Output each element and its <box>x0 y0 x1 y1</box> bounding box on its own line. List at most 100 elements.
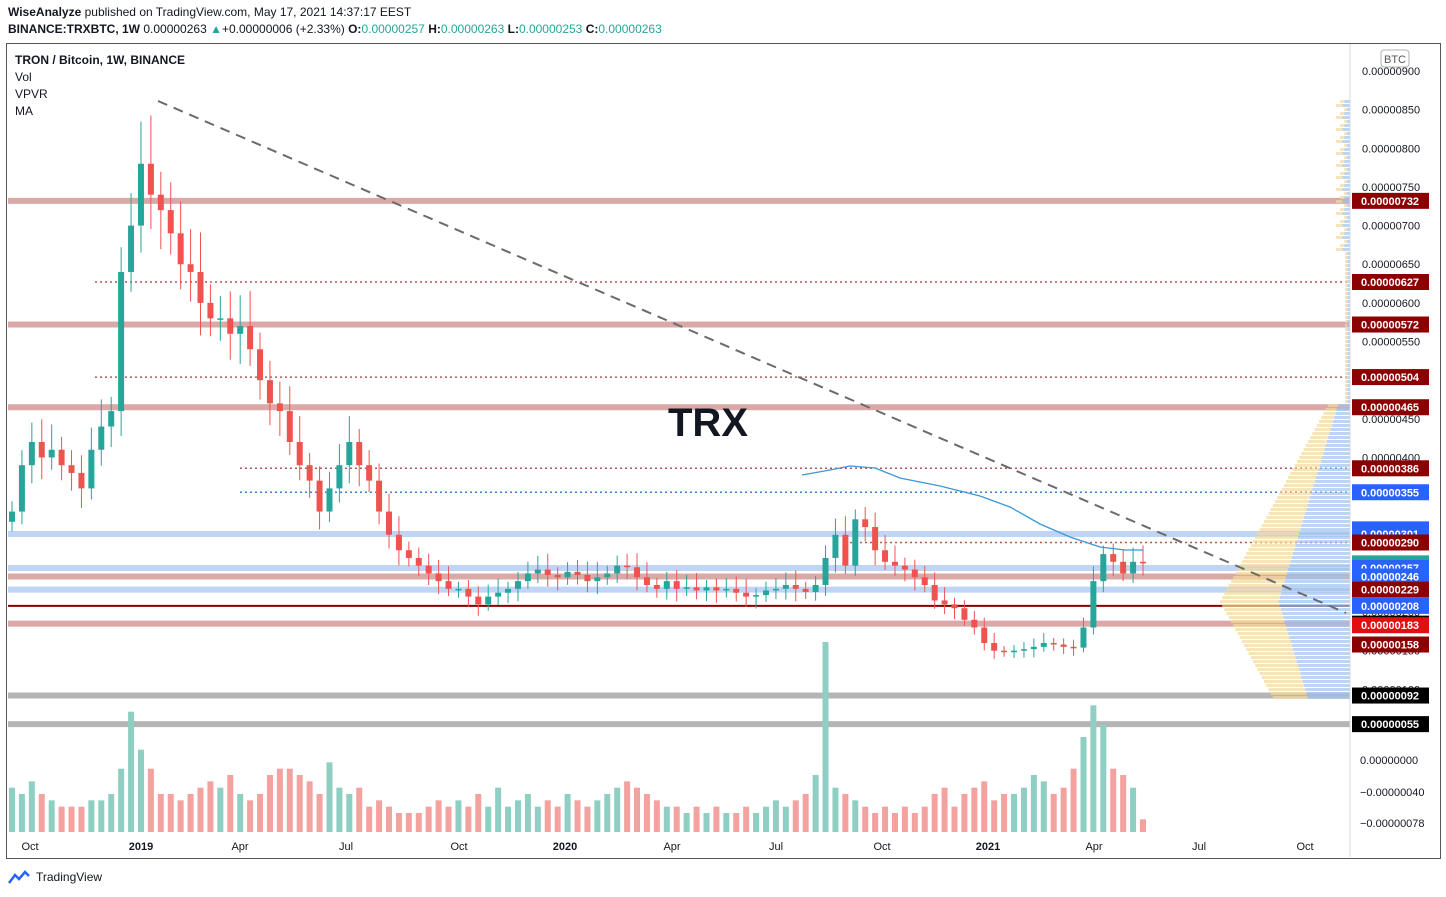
vpvr-bar <box>1345 252 1348 255</box>
volume-bar <box>326 762 333 832</box>
level-band <box>8 530 1350 537</box>
volume-bar <box>316 794 323 832</box>
vpvr-bar <box>1325 408 1337 411</box>
candle <box>703 587 710 591</box>
publisher-name[interactable]: WiseAnalyze <box>8 5 82 19</box>
volume-bar <box>257 794 264 832</box>
vpvr-bar <box>1310 436 1329 439</box>
vpvr-bar <box>1286 480 1315 483</box>
volume-bar <box>594 800 601 832</box>
vpvr-bar <box>1345 348 1348 351</box>
vpvr-bar <box>1336 140 1343 143</box>
legend-vpvr[interactable]: VPVR <box>15 87 48 101</box>
vpvr-bar <box>1342 116 1350 119</box>
volume-bar <box>1001 794 1008 832</box>
volume-bar <box>1090 705 1097 832</box>
vpvr-bar <box>1329 432 1350 435</box>
vpvr-bar <box>1345 296 1348 299</box>
candle <box>118 271 125 412</box>
candle <box>534 569 541 574</box>
volume-bar <box>336 787 343 832</box>
level-band <box>8 565 1350 572</box>
volume-bar <box>763 806 769 832</box>
vpvr-bar <box>1336 408 1350 411</box>
vpvr-bar <box>1346 192 1350 195</box>
candle <box>1001 650 1008 653</box>
volume-bar <box>634 787 641 832</box>
vpvr-bar <box>1279 604 1350 607</box>
candle <box>584 574 591 582</box>
currency-button[interactable] <box>1380 49 1410 68</box>
vpvr-bar <box>1344 124 1350 127</box>
legend-ma[interactable]: MA <box>15 104 33 118</box>
candle <box>286 411 293 443</box>
candle <box>78 472 85 489</box>
candle <box>207 302 214 319</box>
volume-bar <box>544 800 551 832</box>
close-value: 0.00000263 <box>598 22 662 36</box>
vpvr-bar <box>1345 256 1348 259</box>
candle <box>842 534 849 566</box>
vpvr-bar <box>1303 516 1350 519</box>
vpvr-bar <box>1293 552 1350 555</box>
vpvr-bar <box>1297 460 1321 463</box>
vpvr-bar <box>1235 628 1287 631</box>
candle <box>28 442 35 466</box>
vpvr-bar <box>1347 400 1350 403</box>
volume-bar <box>753 813 760 832</box>
vpvr-bar <box>1347 364 1350 367</box>
vpvr-bar <box>1336 200 1343 203</box>
vpvr-bar <box>1295 656 1350 659</box>
vpvr-bar <box>1308 500 1350 503</box>
volume-bar <box>485 806 492 832</box>
vpvr-bar <box>1300 528 1350 531</box>
horizontal-levels <box>8 197 1350 728</box>
volume-bar <box>425 806 432 832</box>
vpvr-bar <box>1285 624 1350 627</box>
volume-bar <box>653 800 660 832</box>
vpvr-bar <box>1345 308 1348 311</box>
vpvr-bar <box>1345 396 1348 399</box>
candle <box>733 588 740 593</box>
chart-frame <box>6 43 1441 859</box>
volume-bar <box>1040 781 1047 832</box>
price-tick: 0.00000450 <box>1362 414 1420 426</box>
vpvr-bar <box>1342 248 1350 251</box>
vpvr-bar <box>1340 196 1345 199</box>
candle <box>743 592 750 597</box>
volume-bar <box>991 800 998 832</box>
vpvr-bar <box>1340 232 1345 235</box>
candle <box>1110 554 1117 562</box>
vpvr-bar <box>1344 144 1347 147</box>
volume-bar <box>465 806 472 832</box>
candle <box>624 565 631 568</box>
volume-bar <box>1030 775 1037 832</box>
last-price: 0.00000263 <box>143 22 207 36</box>
vpvr-bar <box>1283 616 1350 619</box>
volume-bar <box>296 775 303 832</box>
vpvr-bar <box>1340 244 1345 247</box>
vpvr-bar <box>1294 652 1350 655</box>
vpvr-bar <box>1242 560 1291 563</box>
vpvr-bar <box>1342 152 1350 155</box>
legend-title[interactable]: TRON / Bitcoin, 1W, BINANCE <box>15 53 186 67</box>
vpvr-bar <box>1347 252 1350 255</box>
vpvr-bar <box>1319 464 1350 467</box>
volume-bar <box>9 787 15 832</box>
vpvr-bar <box>1345 264 1348 267</box>
currency-button-label[interactable]: BTC <box>1384 54 1406 66</box>
legend-vol[interactable]: Vol <box>15 70 32 84</box>
vpvr-bar <box>1284 580 1350 583</box>
vpvr-bar <box>1344 228 1347 231</box>
vpvr-bar <box>1290 640 1350 643</box>
vpvr-bar <box>1345 268 1348 271</box>
vpvr-bar <box>1279 596 1350 599</box>
vpvr-bar <box>1347 256 1350 259</box>
vpvr-bar <box>1344 180 1347 183</box>
symbol: BINANCE:TRXBTC, 1W <box>8 22 140 36</box>
volume-bar <box>217 787 224 832</box>
volume-bar <box>534 806 541 832</box>
price-label: 0.00000183 <box>1361 620 1419 632</box>
footer[interactable]: TradingView <box>8 870 102 884</box>
